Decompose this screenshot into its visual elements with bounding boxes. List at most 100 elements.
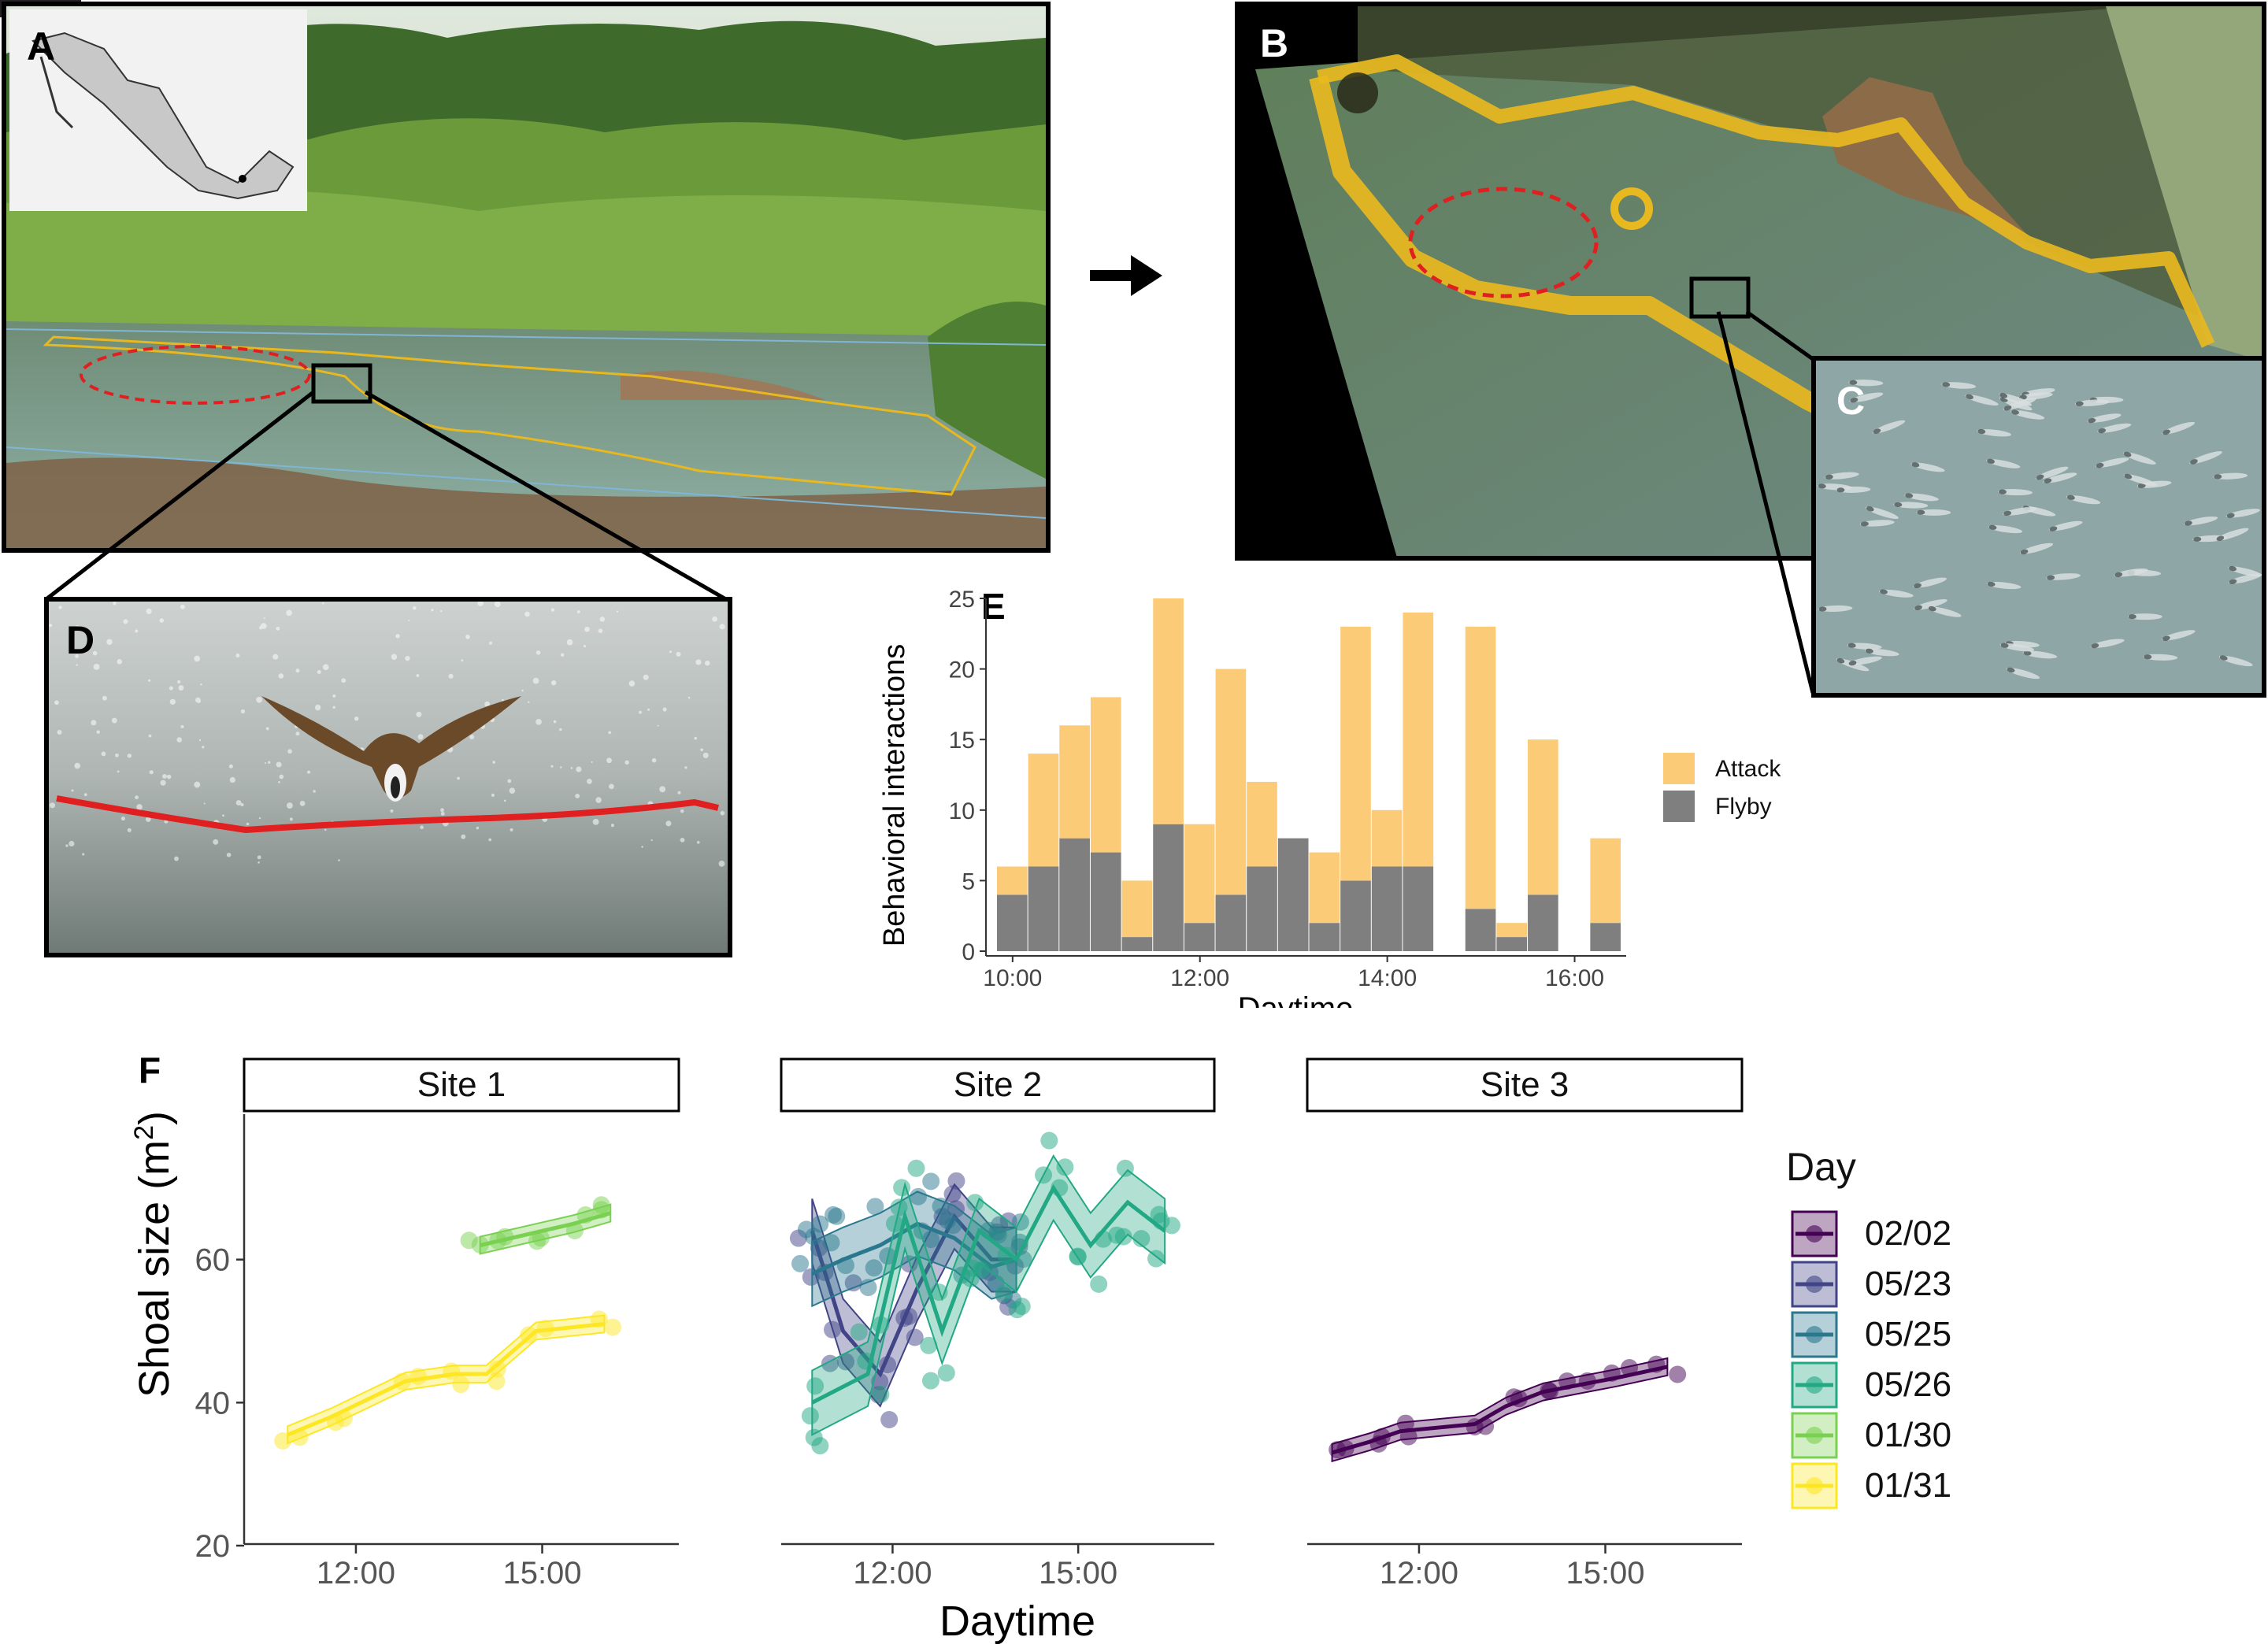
f-point: [487, 1372, 506, 1391]
f-strip: [1306, 1057, 1744, 1113]
f-legend-item-01-30: 01/30: [1791, 1412, 1951, 1459]
f-point: [872, 1386, 890, 1404]
fish-mark: [2228, 573, 2262, 584]
f-point: [893, 1179, 911, 1197]
water-sparkle: [317, 670, 321, 674]
water-sparkle: [279, 774, 284, 780]
e-legend-label: Flyby: [1715, 794, 1772, 820]
f-legend-point: [1806, 1427, 1823, 1444]
e-bar-attack: [1247, 781, 1277, 867]
fish-mark: [1997, 489, 2033, 496]
water-sparkle: [595, 797, 602, 803]
water-sparkle: [299, 800, 306, 806]
fish-mark: [1879, 589, 1914, 598]
fish-mark: [2213, 472, 2248, 480]
water-sparkle: [491, 793, 495, 798]
water-sparkle: [559, 728, 562, 731]
fish-mark: [1914, 598, 1947, 611]
water-sparkle: [488, 641, 492, 645]
e-bar-flyby: [1028, 866, 1059, 951]
e-bar-attack: [1371, 809, 1403, 867]
water-sparkle: [149, 770, 154, 775]
e-bar-attack: [1465, 626, 1496, 909]
f-facet-1: Site 1 20 40 60 12:00 15:00: [195, 1057, 680, 1591]
panel-a-photo: A: [2, 2, 1051, 553]
e-bar-attack: [1028, 754, 1059, 867]
water-sparkle: [174, 856, 179, 861]
water-sparkle: [643, 674, 649, 680]
fish-mark: [2087, 413, 2122, 424]
f-point: [1116, 1159, 1134, 1177]
water-sparkle: [265, 762, 267, 765]
fish-mark: [1999, 392, 2033, 406]
water-sparkle: [718, 860, 725, 867]
water-sparkle: [96, 730, 100, 734]
fish-mark: [2095, 457, 2129, 468]
fish-mark: [1977, 428, 2012, 437]
water-sparkle: [146, 608, 152, 614]
fish-mark: [1836, 486, 1871, 493]
fish-mark: [2006, 667, 2040, 680]
water-sparkle: [608, 783, 614, 790]
f-point: [989, 1226, 1007, 1244]
mexico-inset-map: [9, 9, 307, 211]
water-sparkle: [575, 794, 580, 798]
f-point: [920, 1336, 938, 1354]
water-sparkle: [200, 683, 202, 686]
e-ytick-label: 10: [949, 798, 975, 824]
water-sparkle: [676, 651, 681, 657]
water-sparkle: [700, 748, 704, 752]
water-sparkle: [202, 746, 205, 749]
e-ytick-label: 25: [949, 587, 975, 613]
fish-mark: [1847, 656, 1882, 666]
water-sparkle: [624, 760, 629, 765]
f-legend-label: 01/30: [1865, 1416, 1951, 1454]
water-sparkle: [278, 781, 280, 783]
f-legend-point: [1806, 1225, 1823, 1242]
water-sparkle: [439, 609, 443, 613]
fish-mark: [1913, 577, 1947, 588]
water-sparkle: [416, 674, 420, 677]
fish-mark: [2043, 472, 2077, 483]
fish-mark: [1848, 380, 1884, 387]
fish-mark: [1986, 581, 2022, 590]
e-bar-attack: [1184, 824, 1215, 924]
f-line: [480, 1211, 611, 1247]
water-sparkle: [416, 711, 422, 717]
water-sparkle: [135, 795, 139, 800]
water-sparkle: [69, 840, 75, 847]
water-sparkle: [120, 817, 125, 821]
water-sparkle: [662, 707, 667, 712]
water-sparkle: [276, 626, 280, 631]
e-xtick-label: 12:00: [1170, 965, 1229, 991]
water-sparkle: [492, 761, 495, 764]
e-bar-attack: [1215, 668, 1247, 895]
f-point: [1620, 1359, 1638, 1377]
water-sparkle: [176, 737, 183, 743]
water-sparkle: [57, 730, 62, 735]
f-line: [287, 1321, 605, 1437]
water-sparkle: [82, 853, 85, 856]
water-sparkle: [178, 685, 184, 691]
bird-shape: [261, 696, 521, 798]
e-bar-attack: [1528, 739, 1558, 895]
f-point: [822, 1234, 840, 1252]
f-ytick-label: 40: [195, 1386, 231, 1420]
f-legend-label: 01/31: [1865, 1466, 1951, 1505]
water-sparkle: [235, 654, 240, 658]
f-point: [966, 1194, 984, 1212]
water-sparkle: [135, 629, 139, 633]
f-point: [885, 1215, 903, 1233]
f-legend-point: [1806, 1326, 1823, 1343]
f-xtick-label: 15:00: [502, 1556, 581, 1591]
f-ylabel-sup: 2: [129, 1125, 159, 1140]
water-sparkle: [659, 786, 666, 793]
f-xtick-label: 12:00: [853, 1556, 932, 1591]
fish-mark: [2143, 654, 2178, 661]
water-sparkle: [161, 773, 167, 779]
f-legend-label: 02/02: [1865, 1214, 1951, 1253]
fish-mark: [1872, 420, 1906, 434]
water-sparkle: [457, 776, 460, 780]
water-sparkle: [395, 634, 400, 639]
water-sparkle: [719, 624, 725, 630]
